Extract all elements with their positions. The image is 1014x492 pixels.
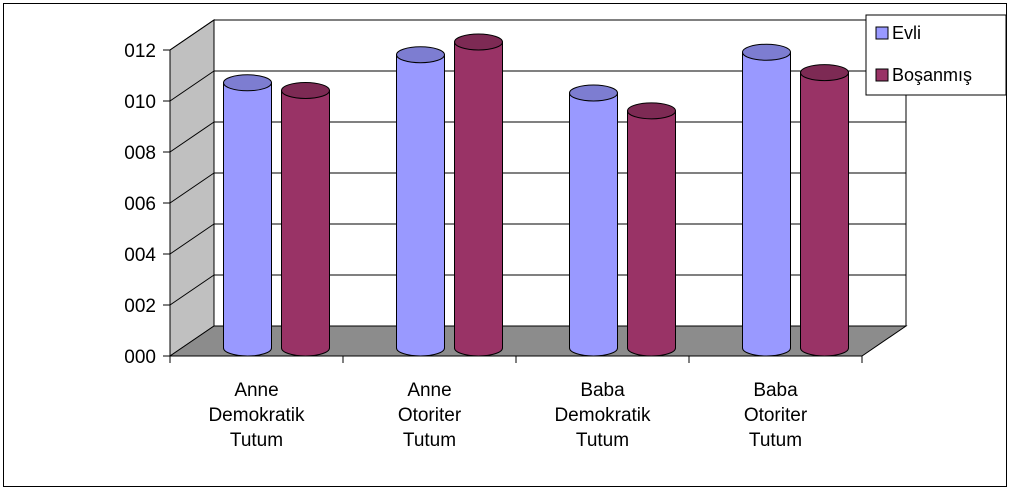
- legend: Evli Boşanmış: [865, 14, 1007, 96]
- bar-top: [281, 81, 330, 99]
- legend-box: [865, 14, 1007, 96]
- gridline-side: [169, 19, 215, 51]
- x-tick-label-line: Tutum: [403, 430, 456, 451]
- y-tick-label: 008: [124, 143, 156, 164]
- bar-body: [627, 110, 676, 357]
- x-tick-label-line: Tutum: [230, 430, 283, 451]
- x-tick-label-line: Demokratik: [554, 405, 651, 426]
- y-tick-label: 002: [124, 296, 156, 317]
- x-tick-label-line: Baba: [580, 380, 625, 401]
- bar: [569, 84, 618, 357]
- bar-body: [454, 41, 503, 357]
- x-tick-label-line: Tutum: [749, 430, 802, 451]
- bar: [627, 102, 676, 357]
- y-tick-label: 004: [124, 245, 156, 266]
- legend-swatch: [875, 68, 889, 82]
- y-tick-label: 000: [124, 347, 156, 368]
- x-tick-labels: AnneDemokratikTutumAnneOtoriterTutumBaba…: [208, 380, 807, 451]
- bar-body: [742, 51, 791, 357]
- x-tick-label: Baba Demokratik Tutum: [554, 380, 651, 451]
- x-tick-label-line: Baba: [753, 380, 798, 401]
- legend-label: Evli: [892, 23, 921, 43]
- bar-top: [742, 43, 791, 61]
- chart-walls: [168, 19, 908, 357]
- bars: [223, 33, 849, 357]
- x-tick-label-line: Demokratik: [208, 405, 305, 426]
- bar-top: [223, 74, 272, 92]
- x-tick-label: Anne Demokratik Tutum: [208, 380, 305, 451]
- bar: [800, 64, 849, 357]
- gridline-side: [169, 70, 215, 102]
- bar-body: [396, 54, 445, 357]
- x-tick-label-line: Otoriter: [398, 405, 462, 426]
- bar: [742, 43, 791, 357]
- gridline-side: [169, 274, 215, 306]
- y-tick-label: 012: [124, 41, 156, 62]
- x-tick-label: Baba Otoriter Tutum: [744, 380, 808, 451]
- y-tick-label: 010: [124, 92, 156, 113]
- x-tick-label-line: Anne: [407, 380, 451, 401]
- bar-body: [800, 72, 849, 357]
- bar: [454, 33, 503, 357]
- x-tick-label: Anne Otoriter Tutum: [398, 380, 462, 451]
- gridline-side: [169, 223, 215, 255]
- x-tick-label-line: Tutum: [576, 430, 629, 451]
- bar-body: [569, 92, 618, 357]
- bar-body: [281, 89, 330, 357]
- bar-top: [627, 102, 676, 120]
- legend-swatch: [875, 26, 889, 40]
- bar-top: [454, 33, 503, 51]
- bar-body: [223, 82, 272, 357]
- x-tick-label-line: Anne: [234, 380, 278, 401]
- bar: [396, 46, 445, 357]
- bar: [281, 81, 330, 357]
- bar: [223, 74, 272, 357]
- floor: [168, 325, 908, 357]
- gridline-side: [169, 121, 215, 153]
- bar-top: [569, 84, 618, 102]
- legend-label: Boşanmış: [892, 65, 972, 85]
- y-tick-labels: 000 002 004 006 008 010 012: [124, 41, 156, 368]
- bar-top: [396, 46, 445, 64]
- axes: [163, 49, 863, 363]
- x-tick-label-line: Otoriter: [744, 405, 808, 426]
- bar-top: [800, 64, 849, 82]
- y-tick-label: 006: [124, 194, 156, 215]
- gridline-side: [169, 172, 215, 204]
